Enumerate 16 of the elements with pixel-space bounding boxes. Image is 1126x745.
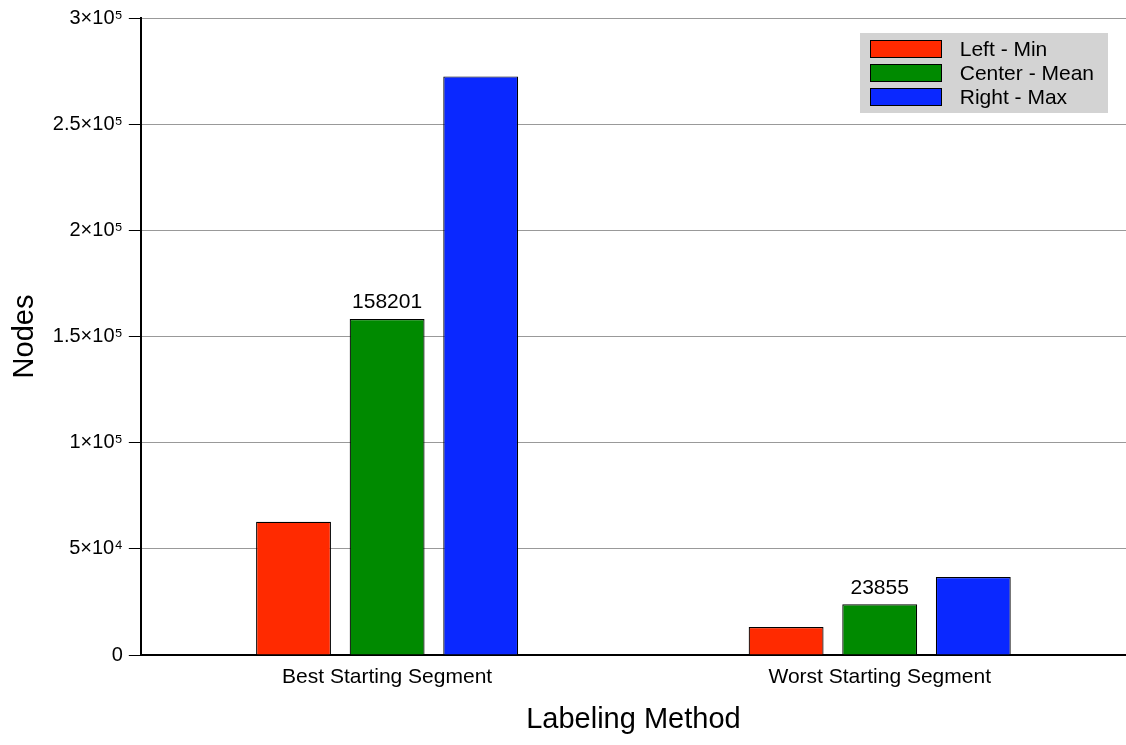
y-tick-label: 0 xyxy=(111,642,123,665)
y-tick-label: 2×10⁵ xyxy=(69,217,123,240)
x-axis-title: Labeling Method xyxy=(526,701,741,734)
data-label: 23855 xyxy=(850,574,909,598)
legend-label: Left - Min xyxy=(959,37,1048,61)
y-tick-label: 2.5×10⁵ xyxy=(52,111,123,134)
y-tick-label: 5×10⁴ xyxy=(69,536,123,559)
legend-label: Center - Mean xyxy=(959,61,1094,85)
y-tick-label: 3×10⁵ xyxy=(69,5,123,28)
y-tick-label: 1.5×10⁵ xyxy=(52,324,123,347)
data-label: 158201 xyxy=(352,289,423,313)
x-tick-label: Worst Starting Segment xyxy=(768,664,992,688)
x-tick-label: Best Starting Segment xyxy=(282,664,493,688)
y-axis-title: Nodes xyxy=(7,294,40,379)
legend-label: Right - Max xyxy=(959,85,1068,109)
y-tick-label: 1×10⁵ xyxy=(69,430,123,453)
